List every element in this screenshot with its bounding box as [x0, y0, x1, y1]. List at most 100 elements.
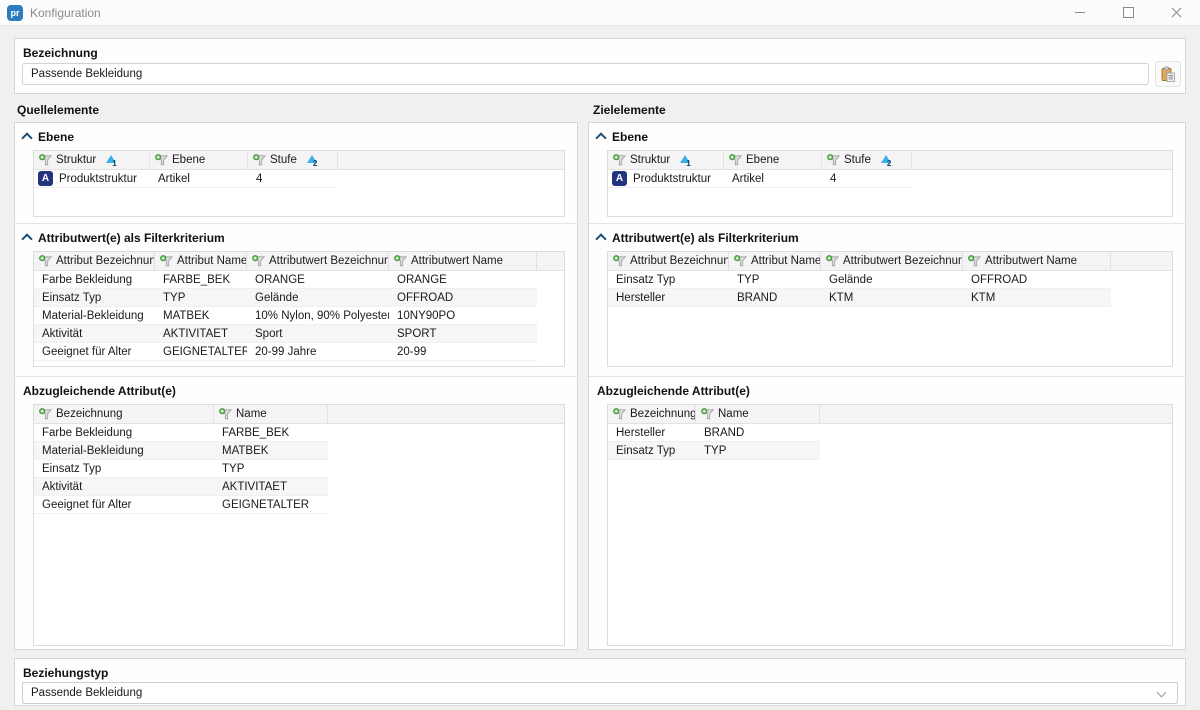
target-match-table: Bezeichnung Name Hersteller BRAND Einsat…: [607, 404, 1173, 646]
table-row[interactable]: Farbe Bekleidung FARBE_BEK ORANGE ORANGE: [34, 271, 537, 289]
column-header-attribut-bezeichnung[interactable]: Attribut Bezeichnung: [34, 252, 155, 270]
table-row[interactable]: Geeignet für Alter GEIGNETALTER: [34, 496, 328, 514]
close-button[interactable]: [1152, 0, 1200, 25]
filter-add-icon[interactable]: [39, 154, 52, 166]
name-input[interactable]: [22, 63, 1149, 85]
table-row[interactable]: Material-Bekleidung MATBEK 10% Nylon, 90…: [34, 307, 537, 325]
column-header-stufe[interactable]: Stufe 2: [822, 151, 912, 169]
column-header-name[interactable]: Name: [214, 405, 328, 423]
table-row[interactable]: Aktivität AKTIVITAET: [34, 478, 328, 496]
table-row[interactable]: Aktivität AKTIVITAET Sport SPORT: [34, 325, 537, 343]
filter-add-icon[interactable]: [613, 408, 626, 420]
table-body: Hersteller BRAND Einsatz Typ TYP: [608, 424, 820, 460]
column-header-attributwert-bezeichnung[interactable]: Attributwert Bezeichnung: [247, 252, 389, 270]
source-match-header: Abzugleichende Attribut(e): [15, 377, 577, 402]
table-row[interactable]: Farbe Bekleidung FARBE_BEK: [34, 424, 328, 442]
filter-add-icon[interactable]: [613, 154, 626, 166]
relation-type-value: Passende Bekleidung: [31, 687, 142, 699]
target-ebene-section: Ebene Struktur 1 Ebene Stufe 2: [589, 123, 1185, 223]
column-header-bezeichnung[interactable]: Bezeichnung: [608, 405, 696, 423]
target-ebene-header[interactable]: Ebene: [589, 123, 1185, 148]
table-row[interactable]: Einsatz Typ TYP: [34, 460, 328, 478]
chevron-up-icon[interactable]: [21, 233, 32, 244]
column-header-struktur[interactable]: Struktur 1: [608, 151, 724, 169]
chevron-up-icon[interactable]: [21, 132, 32, 143]
filter-add-icon[interactable]: [160, 255, 173, 267]
target-elements-title: Zielelemente: [593, 103, 666, 117]
column-header-attributwert-name[interactable]: Attributwert Name: [963, 252, 1111, 270]
minimize-button[interactable]: [1056, 0, 1104, 25]
column-header-attributwert-bezeichnung[interactable]: Attributwert Bezeichnung: [821, 252, 963, 270]
source-filter-header[interactable]: Attributwert(e) als Filterkriterium: [15, 224, 577, 249]
filter-add-icon[interactable]: [219, 408, 232, 420]
target-ebene-table: Struktur 1 Ebene Stufe 2 AProduktstruktu…: [607, 150, 1173, 217]
chevron-up-icon[interactable]: [595, 132, 606, 143]
paste-button[interactable]: [1155, 61, 1181, 87]
filter-add-icon[interactable]: [613, 255, 626, 267]
maximize-button[interactable]: [1104, 0, 1152, 25]
filter-add-icon[interactable]: [39, 408, 52, 420]
sort-badge: 2: [307, 152, 317, 168]
column-header-ebene[interactable]: Ebene: [150, 151, 248, 169]
column-header-bezeichnung[interactable]: Bezeichnung: [34, 405, 214, 423]
table-row[interactable]: Einsatz Typ TYP: [608, 442, 820, 460]
table-header-row: Attribut Bezeichnung Attribut Name Attri…: [34, 252, 564, 271]
maximize-icon: [1123, 7, 1134, 18]
chevron-up-icon[interactable]: [595, 233, 606, 244]
sort-badge: 1: [680, 152, 690, 168]
table-header-row: Bezeichnung Name: [608, 405, 1172, 424]
table-row[interactable]: Geeignet für Alter GEIGNETALTER 20-99 Ja…: [34, 343, 537, 361]
section-header-label: Attributwert(e) als Filterkriterium: [612, 231, 799, 245]
target-filter-section: Attributwert(e) als Filterkriterium Attr…: [589, 223, 1185, 376]
section-header-label: Ebene: [38, 130, 74, 144]
target-match-section: Abzugleichende Attribut(e) Bezeichnung N…: [589, 376, 1185, 650]
filter-add-icon[interactable]: [39, 255, 52, 267]
section-header-label: Ebene: [612, 130, 648, 144]
relation-type-dropdown[interactable]: Passende Bekleidung: [22, 682, 1178, 704]
source-elements-panel: Ebene Struktur 1 Ebene Stufe 2: [14, 122, 578, 650]
column-header-attributwert-name[interactable]: Attributwert Name: [389, 252, 537, 270]
close-icon: [1171, 7, 1182, 18]
filter-add-icon[interactable]: [155, 154, 168, 166]
table-row[interactable]: Hersteller BRAND: [608, 424, 820, 442]
table-header-row: Struktur 1 Ebene Stufe 2: [608, 151, 1172, 170]
window-controls: [1056, 0, 1200, 25]
column-header-struktur[interactable]: Struktur 1: [34, 151, 150, 169]
column-header-stufe[interactable]: Stufe 2: [248, 151, 338, 169]
table-body: Farbe Bekleidung FARBE_BEK Material-Bekl…: [34, 424, 328, 514]
target-filter-table: Attribut Bezeichnung Attribut Name Attri…: [607, 251, 1173, 367]
filter-add-icon[interactable]: [734, 255, 747, 267]
name-section: Bezeichnung: [14, 38, 1186, 94]
source-filter-section: Attributwert(e) als Filterkriterium Attr…: [15, 223, 577, 376]
column-header-attribut-name[interactable]: Attribut Name: [729, 252, 821, 270]
table-row[interactable]: Hersteller BRAND KTM KTM: [608, 289, 1111, 307]
column-header-attribut-bezeichnung[interactable]: Attribut Bezeichnung: [608, 252, 729, 270]
sort-badge: 1: [106, 152, 116, 168]
filter-add-icon[interactable]: [827, 154, 840, 166]
filter-add-icon[interactable]: [729, 154, 742, 166]
source-filter-table: Attribut Bezeichnung Attribut Name Attri…: [33, 251, 565, 367]
filter-add-icon[interactable]: [701, 408, 714, 420]
source-ebene-header[interactable]: Ebene: [15, 123, 577, 148]
table-row[interactable]: Material-Bekleidung MATBEK: [34, 442, 328, 460]
source-match-table: Bezeichnung Name Farbe Bekleidung FARBE_…: [33, 404, 565, 646]
filter-add-icon[interactable]: [394, 255, 407, 267]
sort-badge: 2: [881, 152, 891, 168]
target-filter-header[interactable]: Attributwert(e) als Filterkriterium: [589, 224, 1185, 249]
attribute-a-icon: A: [612, 171, 627, 186]
filter-add-icon[interactable]: [968, 255, 981, 267]
filter-add-icon[interactable]: [826, 255, 839, 267]
clipboard-paste-icon: [1160, 66, 1176, 82]
filter-add-icon[interactable]: [252, 255, 265, 267]
source-ebene-table: Struktur 1 Ebene Stufe 2 AProduktstruktu…: [33, 150, 565, 217]
table-row[interactable]: AProduktstruktur Artikel 4: [34, 170, 338, 188]
table-row[interactable]: Einsatz Typ TYP Gelände OFFROAD: [34, 289, 537, 307]
filter-add-icon[interactable]: [253, 154, 266, 166]
column-header-ebene[interactable]: Ebene: [724, 151, 822, 169]
target-elements-panel: Ebene Struktur 1 Ebene Stufe 2: [588, 122, 1186, 650]
section-header-label: Attributwert(e) als Filterkriterium: [38, 231, 225, 245]
table-row[interactable]: AProduktstruktur Artikel 4: [608, 170, 912, 188]
column-header-attribut-name[interactable]: Attribut Name: [155, 252, 247, 270]
column-header-name[interactable]: Name: [696, 405, 820, 423]
table-row[interactable]: Einsatz Typ TYP Gelände OFFROAD: [608, 271, 1111, 289]
